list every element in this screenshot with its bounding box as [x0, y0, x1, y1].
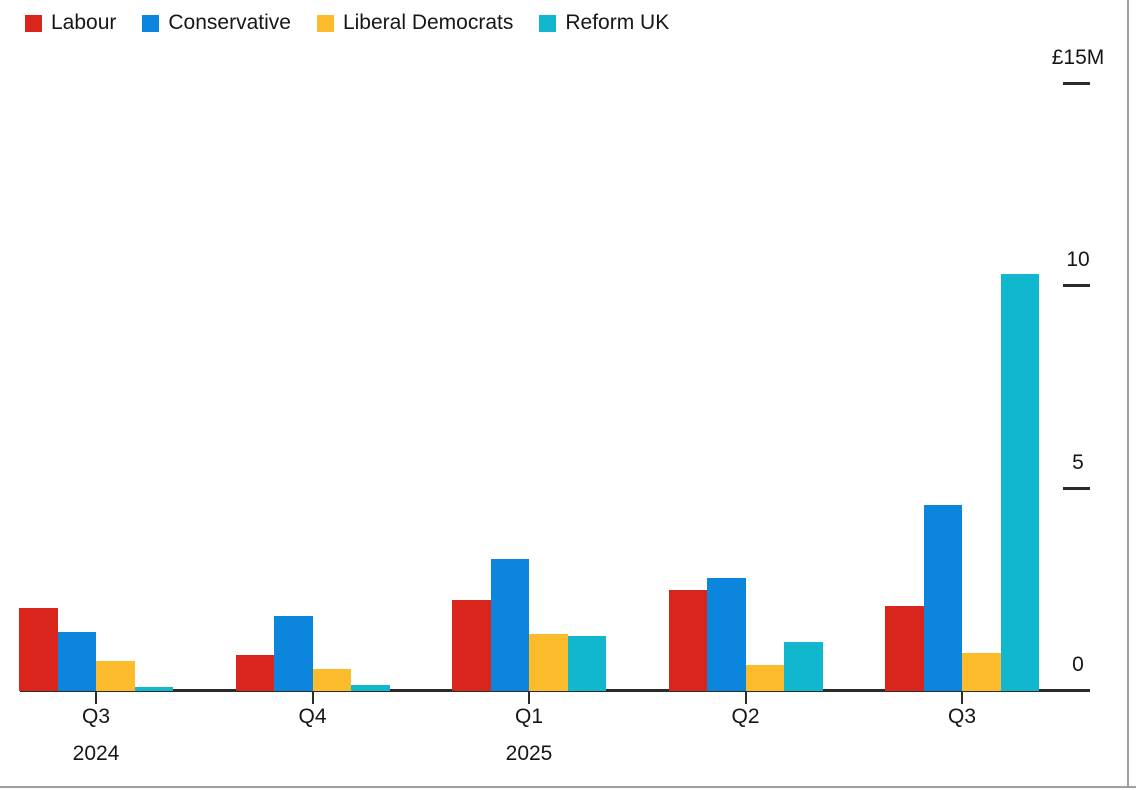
bar-conservative-q2	[707, 578, 746, 691]
bar-labour-q4	[235, 655, 274, 691]
x-label-q2: Q2	[731, 705, 760, 728]
x-year-label-2025: 2025	[505, 742, 553, 765]
bar-reform-uk-q4	[351, 685, 390, 691]
legend-swatch-reform-uk	[539, 14, 557, 32]
legend-item-liberal-democrats: Liberal Democrats	[316, 11, 514, 35]
y-axis-tick-15	[1063, 82, 1090, 85]
y-axis-tick-5	[1063, 487, 1090, 490]
legend-label-liberal-democrats: Liberal Democrats	[342, 11, 514, 34]
legend-label-reform-uk: Reform UK	[565, 11, 670, 34]
x-label-q3-2024: Q3	[81, 705, 110, 728]
x-label-q1-2025: Q1	[514, 705, 543, 728]
bar-liberal-democrats-q4	[312, 669, 351, 691]
y-tick-label-5: 5	[1072, 451, 1084, 474]
x-axis-tick-q3-2024	[95, 691, 97, 704]
panel-border-bottom	[0, 786, 1136, 788]
y-tick-label-10: 10	[1066, 248, 1090, 271]
bar-reform-uk-q3-2024	[134, 687, 173, 691]
x-axis-tick-q1-2025	[528, 691, 530, 704]
legend-label-conservative: Conservative	[168, 11, 291, 34]
bar-conservative-q3	[923, 505, 962, 691]
bar-reform-uk-q2	[784, 642, 823, 691]
x-year-label-2024: 2024	[72, 742, 120, 765]
legend-item-labour: Labour	[25, 11, 116, 35]
legend: Labour Conservative Liberal Democrats Re…	[25, 11, 669, 35]
bar-labour-q2	[668, 590, 707, 691]
bar-conservative-q3-2024	[57, 632, 96, 691]
bar-liberal-democrats-q1-2025	[529, 634, 568, 691]
x-label-q4: Q4	[298, 705, 327, 728]
bar-reform-uk-q3	[1000, 274, 1039, 691]
bar-labour-q1-2025	[452, 600, 491, 691]
legend-label-labour: Labour	[51, 11, 117, 34]
x-axis-tick-q4	[311, 691, 314, 704]
y-tick-label-0: 0	[1072, 653, 1084, 676]
legend-swatch-liberal-democrats	[316, 14, 334, 32]
y-axis-tick-10	[1063, 284, 1090, 287]
legend-item-conservative: Conservative	[142, 11, 291, 35]
x-axis-tick-q3	[961, 691, 963, 704]
x-label-q3: Q3	[947, 705, 976, 728]
legend-item-reform-uk: Reform UK	[539, 11, 669, 35]
bar-reform-uk-q1-2025	[567, 636, 606, 691]
bar-conservative-q1-2025	[490, 559, 529, 691]
legend-swatch-conservative	[142, 14, 160, 32]
legend-swatch-labour	[25, 14, 42, 32]
bar-liberal-democrats-q3	[962, 653, 1001, 691]
bar-labour-q3	[885, 606, 924, 691]
bar-labour-q3-2024	[19, 608, 58, 691]
panel-border-right	[1127, 0, 1129, 788]
bar-liberal-democrats-q3-2024	[96, 661, 135, 691]
y-tick-label-15: £15M	[1051, 46, 1105, 69]
bar-conservative-q4	[274, 616, 313, 691]
x-axis-tick-q2	[744, 691, 747, 704]
bar-liberal-democrats-q2	[745, 665, 784, 691]
